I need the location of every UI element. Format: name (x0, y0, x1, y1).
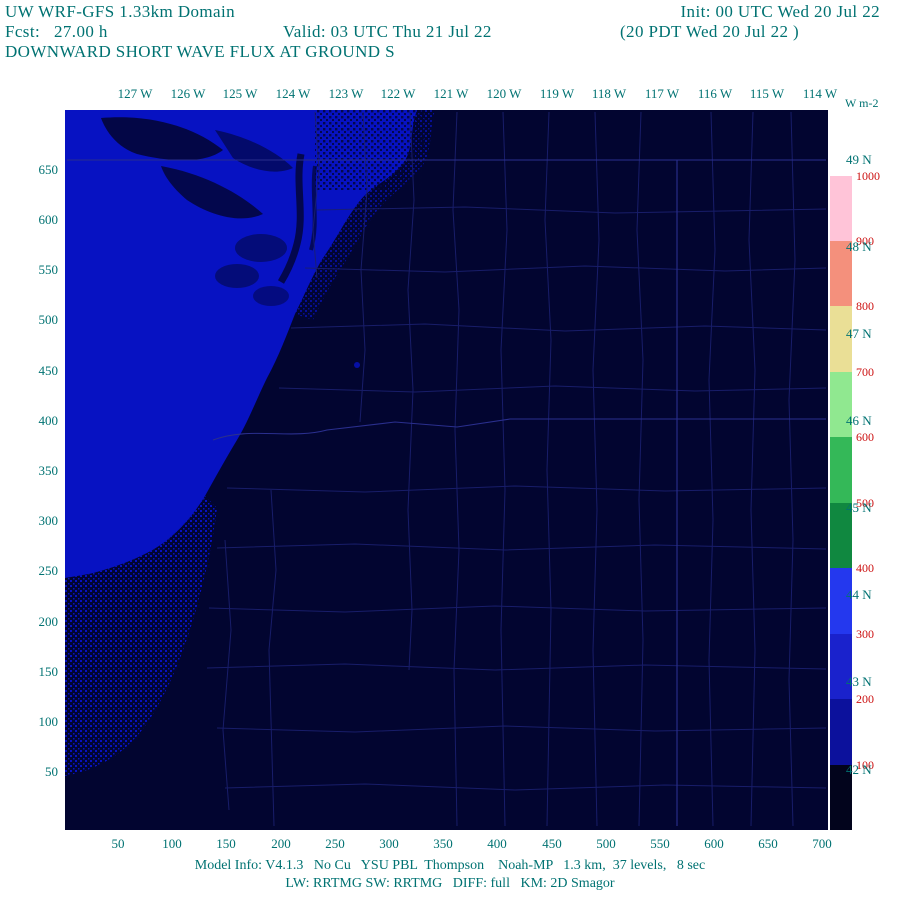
terrain-shadow (215, 264, 259, 288)
y-label: 100 (38, 714, 59, 729)
lon-label: 120 W (486, 86, 522, 101)
y-label: 650 (38, 162, 59, 177)
terrain-shadow (253, 286, 289, 306)
lon-label: 122 W (380, 86, 416, 101)
lon-label: 126 W (170, 86, 206, 101)
lat-label: 48 N (846, 239, 872, 254)
colorbar-segment (830, 110, 852, 176)
y-label: 250 (38, 563, 59, 578)
colorbar-segment (830, 306, 852, 372)
lon-label: 121 W (433, 86, 469, 101)
x-label: 500 (596, 836, 616, 851)
colorbar-tick: 200 (856, 692, 874, 706)
x-label: 400 (487, 836, 507, 851)
lon-label: 127 W (117, 86, 153, 101)
twilight-speckle-region (65, 496, 217, 776)
lit-peak-dot (354, 362, 360, 368)
lat-label: 43 N (846, 674, 872, 689)
lat-label: 44 N (846, 587, 872, 602)
mountain-mottling (315, 110, 425, 190)
inlet-channel (309, 165, 317, 251)
x-label: 650 (758, 836, 778, 851)
colorbar-segment (830, 765, 852, 830)
island-shape (161, 166, 263, 219)
x-label: 50 (111, 836, 125, 851)
y-label: 350 (38, 463, 59, 478)
x-label: 550 (650, 836, 670, 851)
x-label: 300 (379, 836, 399, 851)
colorbar-segment (830, 241, 852, 306)
colorbar-tick: 700 (856, 365, 874, 379)
x-label: 700 (812, 836, 832, 851)
x-label: 150 (216, 836, 236, 851)
map-canvas (65, 110, 828, 830)
colorbar-tick: 1000 (856, 169, 880, 183)
colorbar-segment (830, 634, 852, 699)
island-shape (101, 117, 223, 161)
lat-label: 46 N (846, 413, 872, 428)
y-label: 150 (38, 664, 59, 679)
lat-label: 49 N (846, 152, 872, 167)
y-label: 600 (38, 212, 59, 227)
colorbar-tick: 100 (856, 758, 874, 772)
terrain-shadow (235, 234, 287, 262)
y-label: 500 (38, 312, 59, 327)
valid-time-label: Valid: 03 UTC Thu 21 Jul 22 (283, 22, 492, 41)
y-label: 300 (38, 513, 59, 528)
lon-label: 119 W (539, 86, 575, 101)
x-label: 350 (433, 836, 453, 851)
colorbar-segment (830, 176, 852, 241)
x-label: 100 (162, 836, 182, 851)
lon-label: 117 W (644, 86, 680, 101)
forecast-hour-label: Fcst: 27.00 h (5, 22, 108, 41)
inlet-channel (277, 153, 305, 284)
county-lines (206, 111, 827, 827)
colorbar-tick: 600 (856, 430, 874, 444)
x-label: 200 (271, 836, 291, 851)
colorbar-segment (830, 503, 852, 568)
y-label: 400 (38, 413, 59, 428)
model-info-line: Model Info: V4.1.3 No Cu YSU PBL Thompso… (194, 858, 706, 873)
map-field-svg (65, 110, 827, 827)
colorbar-segment (830, 699, 852, 765)
lon-label: 116 W (697, 86, 733, 101)
y-label: 450 (38, 363, 59, 378)
colorbar-segment (830, 568, 852, 634)
model-domain-title: UW WRF-GFS 1.33km Domain (5, 2, 235, 21)
valid-local-time-label: (20 PDT Wed 20 Jul 22 ) (620, 22, 800, 41)
colorbar (830, 110, 852, 830)
lon-label: 115 W (749, 86, 785, 101)
lit-ocean-region (65, 110, 417, 578)
colorbar-tick: 500 (856, 496, 874, 510)
lat-label: 42 N (846, 762, 872, 777)
lon-label: 124 W (275, 86, 311, 101)
x-label: 450 (542, 836, 562, 851)
lon-label: 114 W (802, 86, 838, 101)
colorbar-tick: 300 (856, 627, 874, 641)
colorbar-segment (830, 437, 852, 503)
init-time-label: Init: 00 UTC Wed 20 Jul 22 (680, 2, 880, 21)
y-label: 550 (38, 262, 59, 277)
lat-label: 47 N (846, 326, 872, 341)
colorbar-segment (830, 372, 852, 437)
lon-label: 123 W (328, 86, 364, 101)
lon-label: 125 W (222, 86, 258, 101)
state-borders (67, 159, 826, 826)
colorbar-tick: 400 (856, 561, 874, 575)
colorbar-tick: 900 (856, 234, 874, 248)
y-label: 200 (38, 614, 59, 629)
field-title: DOWNWARD SHORT WAVE FLUX AT GROUND S (5, 42, 395, 61)
lat-label: 45 N (846, 500, 872, 515)
physics-info-line: LW: RRTMG SW: RRTMG DIFF: full KM: 2D Sm… (285, 876, 615, 891)
lon-label: 118 W (591, 86, 627, 101)
colorbar-unit-label: W m-2 (845, 96, 879, 110)
colorbar-tick: 800 (856, 299, 874, 313)
x-label: 600 (704, 836, 724, 851)
x-label: 250 (325, 836, 345, 851)
y-label: 50 (45, 764, 58, 779)
island-shape (215, 130, 293, 172)
